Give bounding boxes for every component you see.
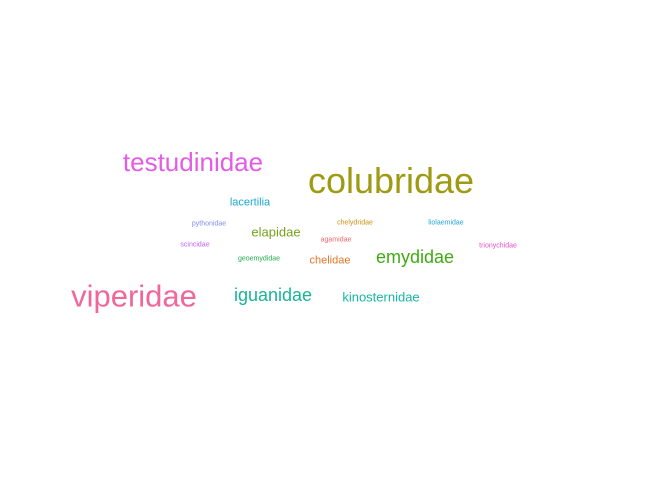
word-chelidae: chelidae [309,254,351,267]
word-geoemydidae: geoemydidae [237,255,281,263]
word-chelydridae: chelydridae [337,219,373,227]
word-kinosternidae: kinosternidae [342,289,420,305]
word-testudinidae: testudinidae [122,147,264,177]
word-viperidae: viperidae [71,278,197,314]
word-agamidae: agamidae [320,236,352,244]
word-trionychidae: trionychidae [479,242,517,250]
word-elapidae: elapidae [251,224,301,240]
word-scincidae: scincidae [180,241,210,249]
word-emydidae: emydidae [375,247,455,267]
word-liolaemidae: liolaemidae [428,219,464,227]
word-iguanidae: iguanidae [233,285,313,305]
word-pythonidae: pythonidae [191,220,227,228]
word-colubridae: colubridae [307,160,475,201]
word-lacertilia: lacertilia [229,196,271,209]
